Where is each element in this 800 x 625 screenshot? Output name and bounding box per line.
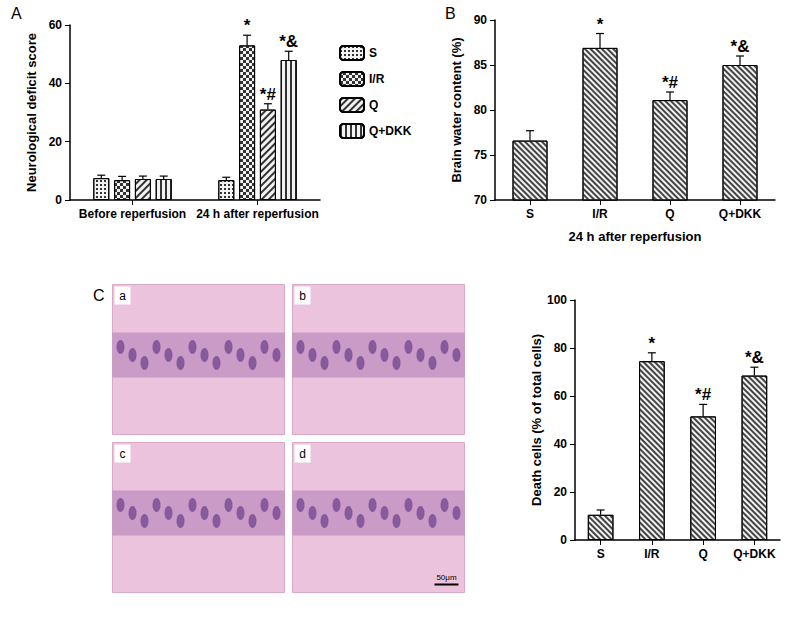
svg-text:*&: *& (731, 37, 750, 56)
svg-text:Q+DKK: Q+DKK (733, 547, 776, 561)
svg-text:Brain water content (%): Brain water content (%) (449, 37, 464, 182)
svg-text:B: B (445, 5, 456, 22)
svg-text:Before reperfusion: Before reperfusion (79, 207, 186, 221)
svg-text:Q+DKK: Q+DKK (369, 124, 412, 138)
svg-text:S: S (526, 207, 534, 221)
svg-text:*#: *# (260, 85, 277, 104)
svg-text:60: 60 (49, 18, 63, 32)
svg-text:70: 70 (474, 193, 488, 207)
svg-text:S: S (369, 46, 377, 60)
svg-text:d: d (299, 447, 306, 461)
svg-text:S: S (597, 547, 605, 561)
svg-text:Death cells (% of total cells): Death cells (% of total cells) (529, 334, 544, 506)
svg-text:C: C (93, 287, 105, 304)
svg-text:0: 0 (55, 193, 62, 207)
svg-text:*#: *# (695, 385, 712, 404)
svg-text:*&: *& (279, 32, 298, 51)
svg-text:40: 40 (554, 437, 568, 451)
svg-text:*: * (597, 15, 604, 34)
svg-text:100: 100 (547, 293, 567, 307)
svg-text:*#: *# (662, 73, 679, 92)
svg-text:0: 0 (560, 533, 567, 547)
svg-text:40: 40 (49, 76, 63, 90)
svg-text:80: 80 (474, 103, 488, 117)
svg-text:24 h after reperfusion: 24 h after reperfusion (196, 207, 319, 221)
svg-text:80: 80 (554, 341, 568, 355)
svg-text:Q: Q (698, 547, 707, 561)
svg-text:75: 75 (474, 148, 488, 162)
svg-text:*: * (649, 334, 656, 353)
svg-text:Q: Q (665, 207, 674, 221)
svg-text:b: b (299, 289, 306, 303)
svg-text:*: * (244, 16, 251, 35)
svg-text:Q+DKK: Q+DKK (719, 207, 762, 221)
svg-text:24 h after reperfusion: 24 h after reperfusion (569, 229, 702, 244)
svg-text:*&: *& (745, 348, 764, 367)
svg-text:A: A (11, 5, 22, 22)
svg-text:90: 90 (474, 13, 488, 27)
svg-text:Neurological deficit score: Neurological deficit score (24, 33, 39, 192)
svg-text:20: 20 (554, 485, 568, 499)
svg-text:Q: Q (369, 98, 378, 112)
svg-text:I/R: I/R (592, 207, 608, 221)
svg-text:I/R: I/R (369, 72, 385, 86)
svg-text:85: 85 (474, 58, 488, 72)
svg-text:60: 60 (554, 389, 568, 403)
svg-text:c: c (120, 447, 126, 461)
svg-text:a: a (119, 289, 126, 303)
svg-text:I/R: I/R (644, 547, 660, 561)
svg-text:50μm: 50μm (436, 573, 457, 582)
svg-text:20: 20 (49, 135, 63, 149)
